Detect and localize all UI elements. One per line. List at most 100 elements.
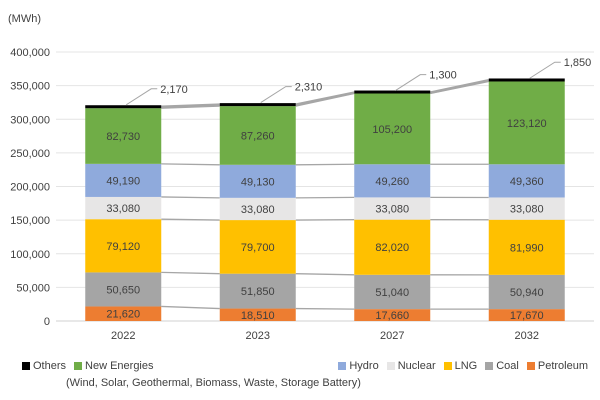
legend-item-hydro: Hydro bbox=[338, 360, 379, 372]
bar-coal-2022 bbox=[85, 272, 162, 307]
legend-label: LNG bbox=[454, 360, 478, 372]
data-label: 50,940 bbox=[510, 287, 544, 299]
connector-line bbox=[161, 305, 220, 310]
y-tick-label: 100,000 bbox=[10, 249, 50, 261]
bar-new-energies-2027 bbox=[354, 93, 431, 165]
legend-swatch bbox=[22, 362, 30, 370]
data-label: 82,730 bbox=[106, 131, 140, 143]
bar-new-energies-2022 bbox=[85, 108, 162, 164]
legend-new-energies-detail: (Wind, Solar, Geothermal, Biomass, Waste… bbox=[66, 377, 361, 389]
data-label-others: 1,850 bbox=[564, 57, 592, 69]
bar-hydro-2032 bbox=[488, 164, 565, 198]
y-tick-label: 400,000 bbox=[10, 47, 50, 59]
legend-label: Hydro bbox=[349, 360, 379, 372]
legend-label: Others bbox=[33, 360, 67, 372]
x-tick-label: 2032 bbox=[515, 330, 539, 342]
series-connector-lines bbox=[161, 79, 490, 310]
y-tick-labels: 0 50,000 100,000 150,000 200,000 250,000 300,0… bbox=[10, 47, 50, 328]
legend-label: Nuclear bbox=[397, 360, 436, 372]
bar-lng-2027 bbox=[354, 219, 431, 275]
bar-coal-2032 bbox=[488, 274, 565, 310]
others-callout-line bbox=[394, 74, 427, 92]
bar-nuclear-2027 bbox=[354, 197, 431, 220]
legend-item-nuclear: Nuclear bbox=[386, 360, 436, 372]
data-label: 17,670 bbox=[510, 310, 544, 322]
data-label: 33,080 bbox=[510, 204, 544, 216]
data-label: 17,660 bbox=[375, 310, 409, 322]
bar-hydro-2027 bbox=[354, 164, 431, 198]
legend-label: New Energies bbox=[85, 360, 154, 372]
y-tick-label: 50,000 bbox=[16, 282, 50, 294]
data-label: 49,130 bbox=[241, 176, 275, 188]
data-label: 33,080 bbox=[106, 203, 140, 215]
legend-left-group: Others New Energies bbox=[22, 360, 162, 372]
data-label: 21,620 bbox=[106, 309, 140, 321]
connector-line bbox=[161, 163, 220, 166]
data-label: 81,990 bbox=[510, 242, 544, 254]
connector-line bbox=[295, 163, 355, 166]
data-label: 49,260 bbox=[375, 176, 409, 188]
legend: Others New Energies (Wind, Solar, Geother… bbox=[0, 360, 600, 400]
legend-item-lng: LNG bbox=[443, 360, 478, 372]
bar-others-2023 bbox=[219, 103, 296, 107]
bar-coal-2027 bbox=[354, 274, 431, 310]
others-callout-line bbox=[529, 61, 561, 79]
connector-line bbox=[295, 307, 355, 310]
bar-nuclear-2032 bbox=[488, 197, 565, 220]
legend-swatch bbox=[526, 362, 535, 370]
legend-swatch bbox=[485, 362, 494, 370]
data-label: 49,360 bbox=[510, 176, 544, 188]
data-labels: 21,620 50,650 79,120 33,080 49,190 82,730 2,17… bbox=[106, 57, 591, 322]
data-label: 87,260 bbox=[241, 130, 275, 142]
legend-swatch bbox=[338, 362, 347, 370]
data-label: 33,080 bbox=[241, 204, 275, 216]
connector-line bbox=[161, 271, 220, 275]
connector-line bbox=[161, 105, 220, 109]
bar-lng-2022 bbox=[85, 219, 162, 273]
bar-hydro-2022 bbox=[85, 163, 162, 197]
connector-line bbox=[295, 273, 355, 276]
data-label-others: 2,310 bbox=[295, 82, 323, 94]
legend-item-new-energies: New Energies bbox=[74, 360, 154, 372]
data-label: 33,080 bbox=[375, 204, 409, 216]
y-tick-label: 350,000 bbox=[10, 81, 50, 93]
legend-label: Petroleum bbox=[537, 360, 588, 372]
connector-line bbox=[295, 91, 355, 106]
x-tick-label: 2027 bbox=[380, 330, 404, 342]
data-label: 123,120 bbox=[507, 118, 547, 130]
bar-lng-2023 bbox=[219, 220, 296, 274]
bar-petroleum-2023 bbox=[219, 308, 296, 321]
bars bbox=[85, 78, 565, 321]
data-label: 79,700 bbox=[241, 242, 275, 254]
bar-petroleum-2027 bbox=[354, 309, 431, 321]
data-label: 79,120 bbox=[106, 241, 140, 253]
stacked-bar-chart: (MWh) 0 50,000 100,000 150,000 200,000 250,00… bbox=[8, 13, 594, 342]
bar-others-2027 bbox=[354, 90, 431, 94]
others-callout-line bbox=[260, 86, 292, 103]
x-tick-label: 2022 bbox=[111, 330, 135, 342]
legend-label: Coal bbox=[496, 360, 519, 372]
legend-item-others: Others bbox=[22, 360, 66, 372]
data-label: 51,040 bbox=[375, 287, 409, 299]
bar-petroleum-2022 bbox=[85, 306, 162, 321]
y-unit-label: (MWh) bbox=[8, 13, 41, 25]
bar-lng-2032 bbox=[488, 219, 565, 275]
connector-line bbox=[161, 103, 220, 109]
bar-hydro-2023 bbox=[219, 164, 296, 198]
y-tick-label: 200,000 bbox=[10, 182, 50, 194]
bar-coal-2023 bbox=[219, 273, 296, 309]
bar-others-2022 bbox=[85, 105, 162, 109]
legend-right-group: Hydro Nuclear LNG Coal Petroleum bbox=[338, 360, 596, 372]
bar-others-2032 bbox=[488, 78, 565, 82]
legend-swatch bbox=[443, 362, 452, 370]
data-label: 51,850 bbox=[241, 286, 275, 298]
legend-item-petroleum: Petroleum bbox=[526, 360, 588, 372]
bar-nuclear-2023 bbox=[219, 197, 296, 221]
legend-item-coal: Coal bbox=[485, 360, 519, 372]
connector-line bbox=[429, 79, 490, 94]
data-label: 105,200 bbox=[372, 124, 412, 136]
x-tick-labels: 2022 2023 2027 2032 bbox=[111, 330, 539, 342]
data-label: 18,510 bbox=[241, 310, 275, 322]
connector-line bbox=[161, 218, 220, 221]
x-tick-label: 2023 bbox=[246, 330, 270, 342]
